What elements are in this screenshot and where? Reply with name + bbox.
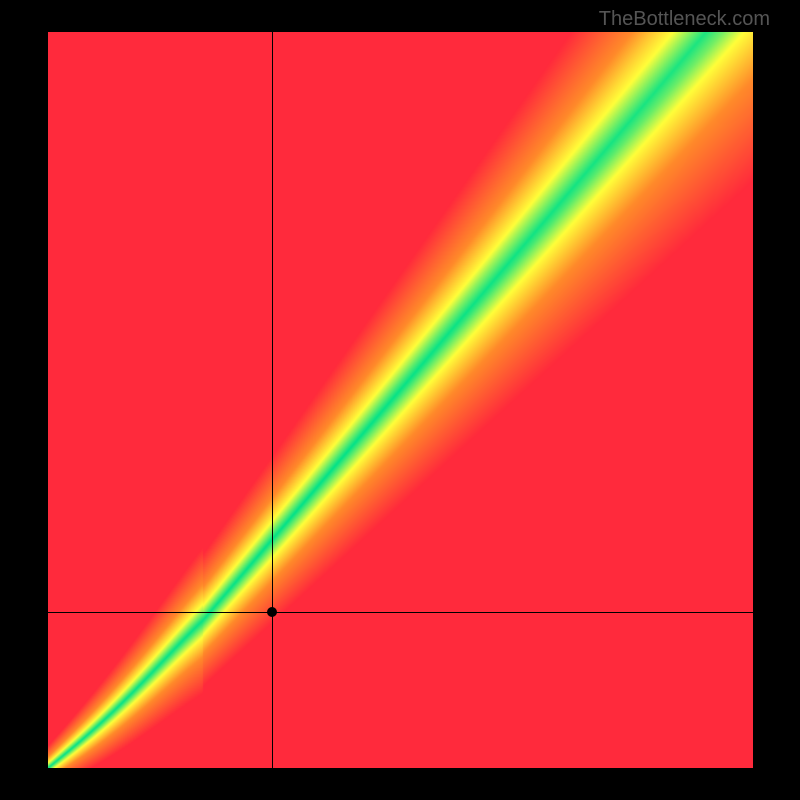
intersection-marker: [267, 607, 277, 617]
chart-container: TheBottleneck.com: [0, 0, 800, 800]
crosshair-horizontal: [48, 612, 753, 613]
crosshair-vertical: [272, 32, 273, 768]
watermark-text: TheBottleneck.com: [599, 8, 770, 31]
plot-area: [48, 32, 753, 768]
heatmap-canvas: [48, 32, 753, 768]
